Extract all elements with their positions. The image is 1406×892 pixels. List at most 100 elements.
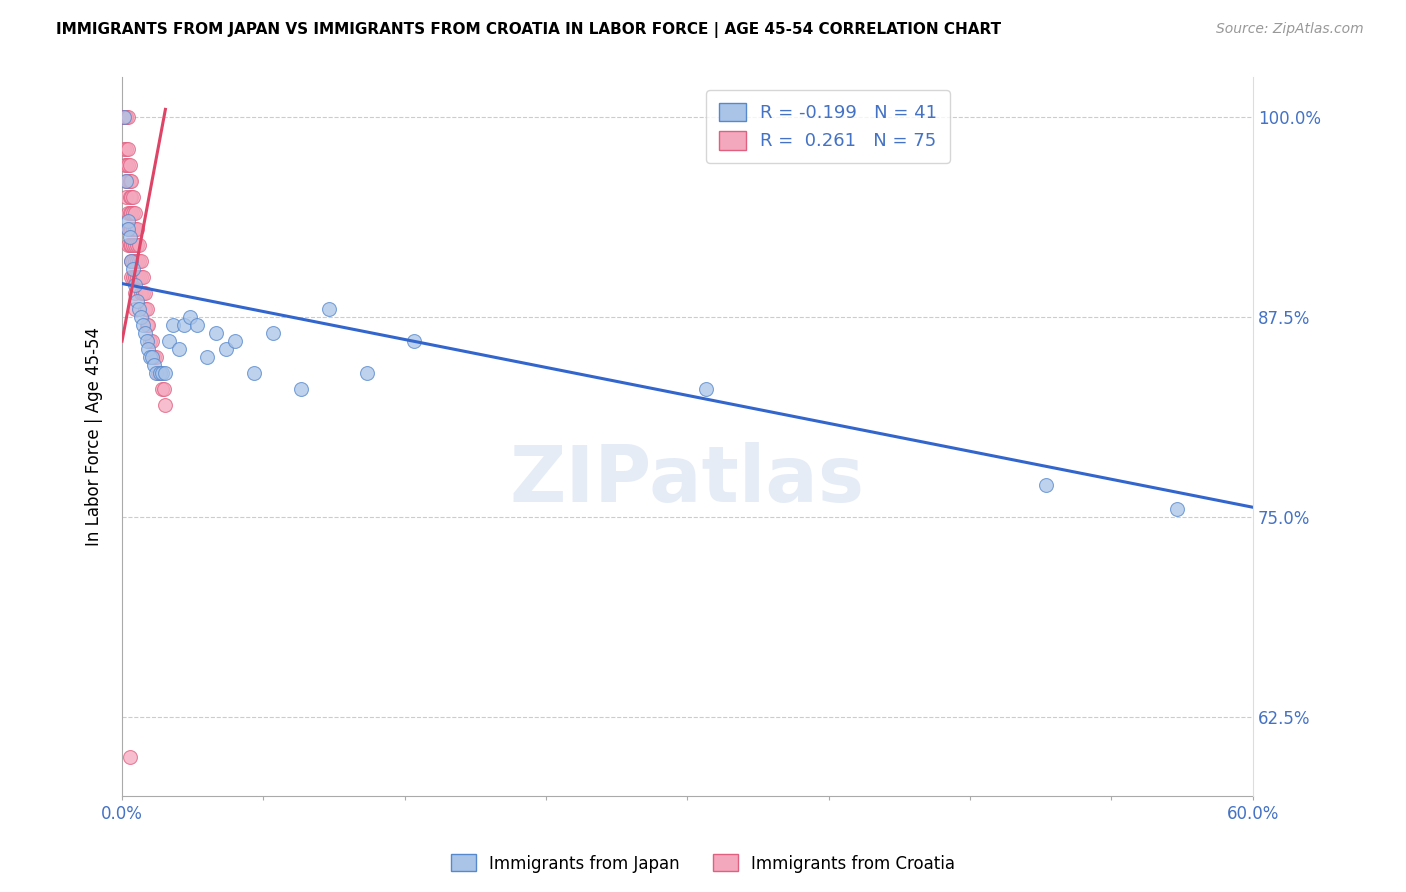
Point xyxy=(118,190,141,204)
Point xyxy=(124,254,146,268)
Point xyxy=(124,270,146,285)
Point xyxy=(112,142,135,156)
Point xyxy=(127,294,149,309)
Y-axis label: In Labor Force | Age 45-54: In Labor Force | Age 45-54 xyxy=(86,327,103,547)
Point xyxy=(121,270,143,285)
Point xyxy=(145,350,167,364)
Point xyxy=(114,174,136,188)
Point xyxy=(112,111,135,125)
Point xyxy=(114,111,136,125)
Point xyxy=(121,254,143,268)
Point xyxy=(127,254,149,268)
Point xyxy=(122,206,145,220)
Point xyxy=(124,222,146,236)
Point xyxy=(128,270,150,285)
Point xyxy=(121,206,143,220)
Text: ZIPatlas: ZIPatlas xyxy=(510,442,865,518)
Point xyxy=(224,334,246,348)
Point xyxy=(122,270,145,285)
Point xyxy=(112,111,135,125)
Point xyxy=(152,382,174,396)
Point xyxy=(356,366,378,380)
Point xyxy=(114,111,136,125)
Point xyxy=(135,318,157,332)
Point xyxy=(128,238,150,252)
Point xyxy=(118,238,141,252)
Point xyxy=(143,350,166,364)
Point xyxy=(118,230,141,244)
Point xyxy=(127,238,149,252)
Point xyxy=(132,270,155,285)
Point xyxy=(145,366,167,380)
Point xyxy=(121,190,143,204)
Point xyxy=(122,238,145,252)
Point xyxy=(118,749,141,764)
Point xyxy=(117,142,139,156)
Point xyxy=(124,238,146,252)
Point xyxy=(117,111,139,125)
Point xyxy=(150,382,173,396)
Point xyxy=(128,302,150,317)
Point xyxy=(695,382,717,396)
Point xyxy=(243,366,266,380)
Legend: Immigrants from Japan, Immigrants from Croatia: Immigrants from Japan, Immigrants from C… xyxy=(444,847,962,880)
Point xyxy=(150,366,173,380)
Point xyxy=(118,222,141,236)
Point xyxy=(114,174,136,188)
Point xyxy=(129,310,152,325)
Text: IMMIGRANTS FROM JAPAN VS IMMIGRANTS FROM CROATIA IN LABOR FORCE | AGE 45-54 CORR: IMMIGRANTS FROM JAPAN VS IMMIGRANTS FROM… xyxy=(56,22,1001,38)
Point xyxy=(124,206,146,220)
Point xyxy=(179,310,201,325)
Point xyxy=(134,326,156,340)
Point xyxy=(129,270,152,285)
Point xyxy=(111,111,134,125)
Point xyxy=(122,222,145,236)
Point xyxy=(121,238,143,252)
Point xyxy=(1035,478,1057,492)
Point xyxy=(404,334,426,348)
Point xyxy=(117,174,139,188)
Point xyxy=(162,318,184,332)
Point xyxy=(290,382,312,396)
Point xyxy=(114,111,136,125)
Point xyxy=(112,111,135,125)
Point xyxy=(112,111,135,125)
Point xyxy=(1166,501,1188,516)
Point xyxy=(138,318,160,332)
Point xyxy=(155,398,177,412)
Point xyxy=(155,366,177,380)
Point xyxy=(146,366,169,380)
Text: Source: ZipAtlas.com: Source: ZipAtlas.com xyxy=(1216,22,1364,37)
Point xyxy=(141,334,163,348)
Point xyxy=(118,158,141,172)
Point xyxy=(141,350,163,364)
Point xyxy=(117,238,139,252)
Point xyxy=(114,158,136,172)
Point xyxy=(121,254,143,268)
Point xyxy=(157,334,180,348)
Point xyxy=(143,358,166,372)
Point xyxy=(114,158,136,172)
Point xyxy=(149,366,172,380)
Point xyxy=(117,214,139,228)
Point xyxy=(124,278,146,293)
Point xyxy=(132,318,155,332)
Point xyxy=(134,286,156,301)
Point xyxy=(139,350,162,364)
Point xyxy=(186,318,208,332)
Point xyxy=(127,270,149,285)
Point xyxy=(134,302,156,317)
Point xyxy=(318,302,340,317)
Point xyxy=(122,190,145,204)
Point xyxy=(112,111,135,125)
Point xyxy=(167,342,190,356)
Point xyxy=(129,254,152,268)
Point xyxy=(117,206,139,220)
Point xyxy=(117,222,139,236)
Point xyxy=(121,174,143,188)
Point xyxy=(114,190,136,204)
Point xyxy=(114,142,136,156)
Point xyxy=(124,286,146,301)
Point xyxy=(128,254,150,268)
Point xyxy=(262,326,284,340)
